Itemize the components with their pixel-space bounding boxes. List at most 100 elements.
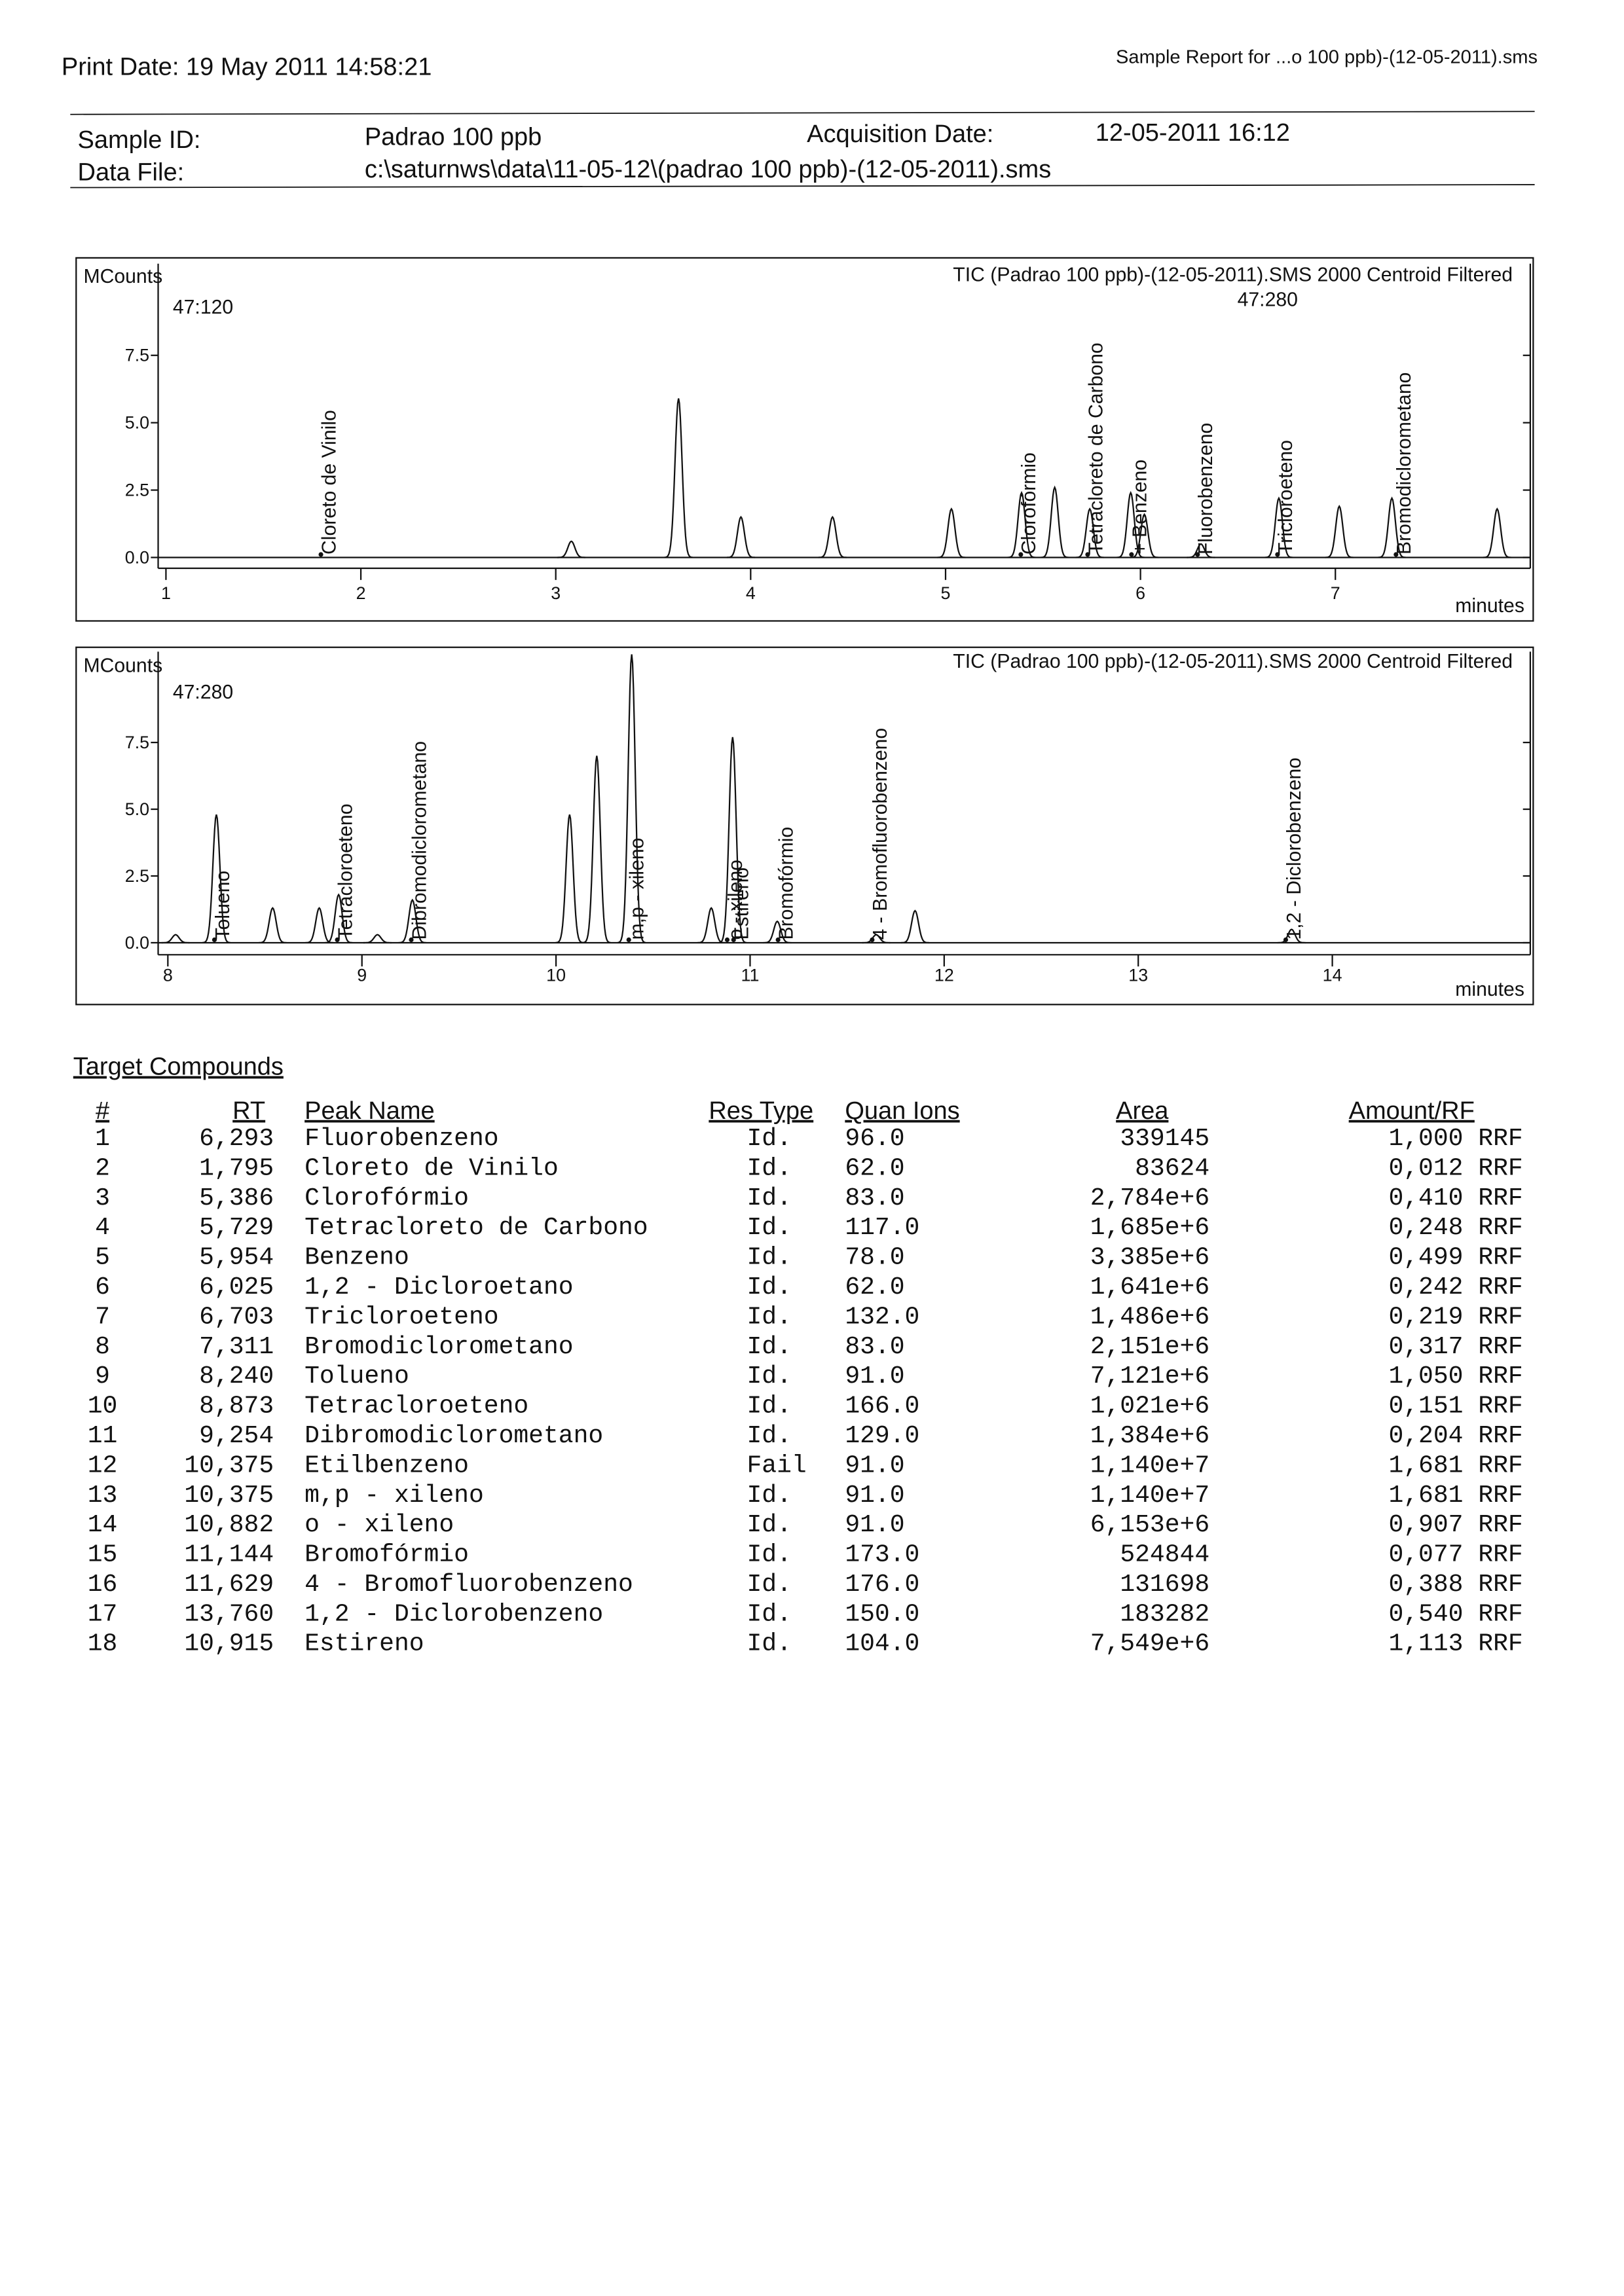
chart-frame <box>75 257 1534 622</box>
peak <box>862 934 891 944</box>
table-cell: 83624 <box>1135 1154 1209 1182</box>
x-tick-label: 2 <box>356 583 366 603</box>
y-tick-label: 2.5 <box>125 481 149 500</box>
table-cell: 1,681 RRF <box>1388 1451 1522 1480</box>
table-cell: 1,795 <box>199 1154 274 1182</box>
peak-marker <box>775 937 781 943</box>
table-cell: o - xileno <box>304 1511 454 1539</box>
table-cell: 1,2 - Dicloroetano <box>304 1273 573 1302</box>
value: 12-05-2011 16:12 <box>1096 119 1290 147</box>
column-header: # <box>96 1097 109 1125</box>
peak-annotation: 4 - Bromofluorobenzeno <box>870 728 891 940</box>
table-cell: 0,540 RRF <box>1388 1600 1522 1628</box>
column-header: RT <box>232 1097 265 1125</box>
table-cell: 10,915 <box>184 1630 274 1658</box>
x-tick-label: 13 <box>1128 966 1148 985</box>
table-cell: Tetracloreto de Carbono <box>304 1214 648 1242</box>
table-cell: Id. <box>747 1362 791 1391</box>
peak <box>1116 490 1145 558</box>
table-cell: 5,729 <box>199 1214 274 1242</box>
table-cell: 6,293 <box>199 1125 274 1153</box>
table-cell: Etilbenzeno <box>304 1451 469 1480</box>
table-cell: 0,248 RRF <box>1388 1214 1522 1242</box>
table-cell: 131698 <box>1120 1571 1209 1599</box>
x-tick-label: 11 <box>741 966 760 985</box>
table-cell: 104.0 <box>845 1630 919 1658</box>
peak <box>618 654 646 943</box>
peak <box>1378 496 1407 558</box>
value: c:\saturnws\data\11-05-12\(padrao 100 pp… <box>365 156 1051 183</box>
table-cell: 8,240 <box>199 1362 274 1391</box>
table-cell: Id. <box>747 1541 791 1569</box>
column-header: Peak Name <box>304 1097 435 1125</box>
table-cell: 0,151 RRF <box>1388 1393 1522 1421</box>
peak-marker <box>626 937 631 943</box>
column-header: Amount/RF <box>1349 1097 1475 1125</box>
table-cell: 62.0 <box>845 1154 904 1182</box>
peak-marker <box>1085 552 1090 557</box>
peak-marker <box>731 937 736 943</box>
peak-annotation: Cloreto de Vinilo <box>318 410 340 555</box>
table-cell: 12 <box>88 1451 118 1480</box>
peak-annotation: Bromofórmio <box>775 827 797 940</box>
peak-annotation: o - xileno <box>725 860 747 939</box>
peak <box>818 515 847 558</box>
table-cell: 176.0 <box>845 1571 919 1599</box>
peak-annotation: m,p - xileno <box>627 838 648 940</box>
column-header: Res Type <box>709 1097 813 1125</box>
scan-label: 47:120 <box>173 297 233 318</box>
peak <box>1264 496 1293 558</box>
table-cell: 6,703 <box>199 1303 274 1331</box>
table-cell: 11,629 <box>184 1571 274 1599</box>
column-header: Quan Ions <box>845 1097 959 1125</box>
table-cell: Clorofórmio <box>304 1184 469 1212</box>
peak <box>1041 485 1069 558</box>
table-cell: 10,375 <box>184 1451 274 1480</box>
peak-marker <box>870 937 875 943</box>
table-cell: 10,375 <box>184 1482 274 1510</box>
table-cell: 96.0 <box>845 1125 904 1153</box>
table-cell: 1,050 RRF <box>1388 1362 1522 1391</box>
label: Data File: <box>78 158 185 186</box>
table-cell: 6 <box>95 1273 110 1302</box>
table-cell: 2 <box>95 1154 110 1182</box>
peak <box>937 507 966 558</box>
table-cell: 0,204 RRF <box>1388 1422 1522 1450</box>
table-cell: 0,219 RRF <box>1388 1303 1522 1331</box>
y-axis-label: MCounts <box>83 655 162 677</box>
peak <box>1483 507 1511 558</box>
y-tick-label: 0.0 <box>125 933 149 953</box>
peak-marker <box>335 937 340 943</box>
peak-marker <box>1195 552 1200 557</box>
y-tick-label: 0.0 <box>125 547 149 567</box>
table-cell: Tricloroeteno <box>304 1303 498 1331</box>
table-cell: 0,242 RRF <box>1388 1273 1522 1302</box>
label: Sample ID: <box>78 126 201 154</box>
peak-annotation: Clorofórmio <box>1018 452 1040 555</box>
table-cell: Id. <box>747 1511 791 1539</box>
print-date: Print Date: 19 May 2011 14:58:21 <box>62 53 432 81</box>
peak-marker <box>409 937 414 943</box>
y-tick-label: 5.0 <box>125 799 149 819</box>
table-cell: 9 <box>95 1362 110 1391</box>
peak <box>1277 928 1306 944</box>
table-cell: Id. <box>747 1333 791 1361</box>
peak <box>1187 543 1215 558</box>
table-cell: 9,254 <box>199 1422 274 1450</box>
scan-label: 47:280 <box>1238 289 1298 311</box>
table-cell: Id. <box>747 1482 791 1510</box>
table-cell: 7,549e+6 <box>1090 1630 1209 1658</box>
peak-marker <box>1283 937 1289 943</box>
table-cell: 3,385e+6 <box>1090 1244 1209 1272</box>
table-cell: Id. <box>747 1214 791 1242</box>
peak-annotation: Fluorobenzeno <box>1195 423 1217 555</box>
section-title: Target Compounds <box>73 1053 284 1081</box>
x-tick-label: 9 <box>357 966 367 985</box>
table-cell: Dibromodiclorometano <box>304 1422 603 1450</box>
table-cell: 4 <box>95 1214 110 1242</box>
table-cell: 1,140e+7 <box>1090 1482 1209 1510</box>
y-axis-label: MCounts <box>83 266 162 287</box>
table-cell: 91.0 <box>845 1482 904 1510</box>
